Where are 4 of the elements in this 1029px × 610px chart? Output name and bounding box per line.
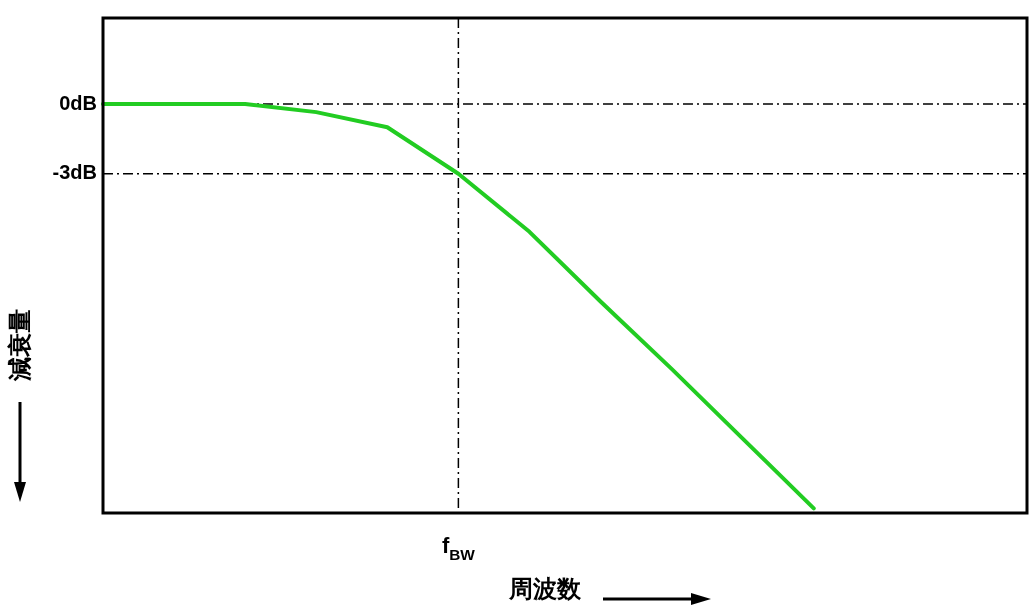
x-axis-title: 周波数	[509, 574, 581, 604]
y-tick-label: -3dB	[52, 161, 97, 184]
y-axis-title: 減衰量	[5, 309, 34, 381]
y-tick-label: 0dB	[59, 91, 97, 114]
